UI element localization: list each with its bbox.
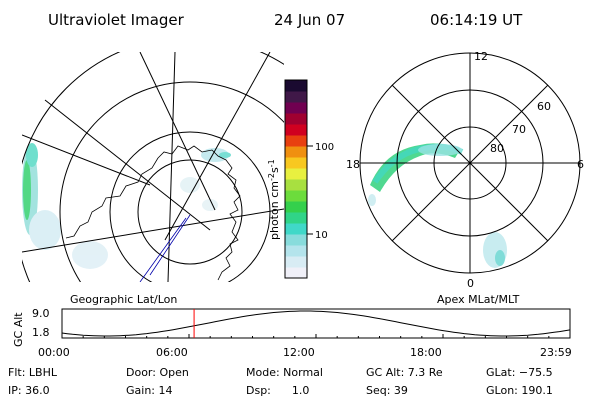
peninsula-line (139, 214, 191, 282)
colorbar-swatch (285, 113, 307, 125)
colorbar-swatch (285, 80, 307, 92)
coastline (65, 145, 241, 281)
colorbar-swatch (285, 102, 307, 114)
colorbar-swatch (285, 245, 307, 257)
aurora-emission-right (368, 143, 507, 268)
altitude-tick-9: 9.0 (32, 307, 50, 320)
colorbar-swatch (285, 234, 307, 246)
mlat-label-60: 60 (537, 100, 551, 113)
mlat-label-80: 80 (490, 142, 504, 155)
meridian-lines (22, 52, 284, 282)
seq-info: Seq: 39 (366, 384, 408, 397)
mlt-label-12: 12 (474, 50, 488, 63)
altitude-curve (61, 310, 571, 337)
mlt-spokes (360, 53, 580, 273)
mode-info: Mode: Normal (246, 366, 323, 379)
glat-info: GLat: −75.5 (486, 366, 553, 379)
aurora-emission-left (22, 143, 231, 269)
left-map-label: Geographic Lat/Lon (70, 293, 177, 306)
time-tick-1200: 12:00 (283, 346, 315, 359)
mlt-label-18: 18 (346, 158, 360, 171)
colorbar-swatch (285, 179, 307, 191)
filter-info: Flt: LBHL (8, 366, 58, 379)
colorbar-swatch (285, 135, 307, 147)
ip-info: IP: 36.0 (8, 384, 50, 397)
time-tick-1800: 18:00 (410, 346, 442, 359)
latitude-circles (22, 52, 284, 282)
colorbar-swatch (285, 256, 307, 268)
colorbar-swatch (285, 157, 307, 169)
info-panel: Flt: LBHL Door: Open Mode: Normal GC Alt… (8, 366, 553, 397)
geographic-map (22, 52, 284, 282)
gc-alt-info: GC Alt: 7.3 Re (366, 366, 443, 379)
mlat-label-70: 70 (512, 123, 526, 136)
colorbar-swatch (285, 146, 307, 158)
time-tick-0000: 00:00 (38, 346, 70, 359)
time-tick-2359: 23:59 (540, 346, 572, 359)
colorbar-swatch (285, 124, 307, 136)
apex-polar-map: 12 18 6 0 60 70 80 (346, 50, 584, 290)
colorbar: 100 10 photon cm-2s-1 (267, 79, 334, 279)
door-info: Door: Open (126, 366, 189, 379)
colorbar-tick-100: 100 (315, 142, 334, 153)
time-label: 06:14:19 UT (430, 11, 523, 29)
colorbar-swatch (285, 91, 307, 103)
mlt-label-0: 0 (467, 277, 474, 290)
dsp-info: Dsp: 1.0 (246, 384, 309, 397)
colorbar-swatch (285, 201, 307, 213)
altitude-plot: 9.0 1.8 GC Alt 00:00 06:00 12:00 18:00 2… (12, 307, 572, 359)
colorbar-swatch (285, 212, 307, 224)
colorbar-swatch (285, 168, 307, 180)
colorbar-swatch (285, 267, 307, 279)
glon-info: GLon: 190.1 (486, 384, 553, 397)
colorbar-swatch (285, 223, 307, 235)
gain-info: Gain: 14 (126, 384, 173, 397)
time-tick-0600: 06:00 (156, 346, 188, 359)
colorbar-gradient (285, 80, 307, 279)
altitude-axis-label: GC Alt (12, 312, 25, 347)
colorbar-unit-label: photon cm-2s-1 (267, 159, 281, 240)
colorbar-tick-10: 10 (315, 230, 328, 241)
mlt-label-6: 6 (577, 158, 584, 171)
instrument-title: Ultraviolet Imager (48, 11, 185, 29)
colorbar-swatch (285, 190, 307, 202)
altitude-tick-1.8: 1.8 (32, 326, 50, 339)
time-axis-ticks (61, 334, 571, 338)
date-label: 24 Jun 07 (274, 11, 345, 29)
right-map-label: Apex MLat/MLT (437, 293, 520, 306)
